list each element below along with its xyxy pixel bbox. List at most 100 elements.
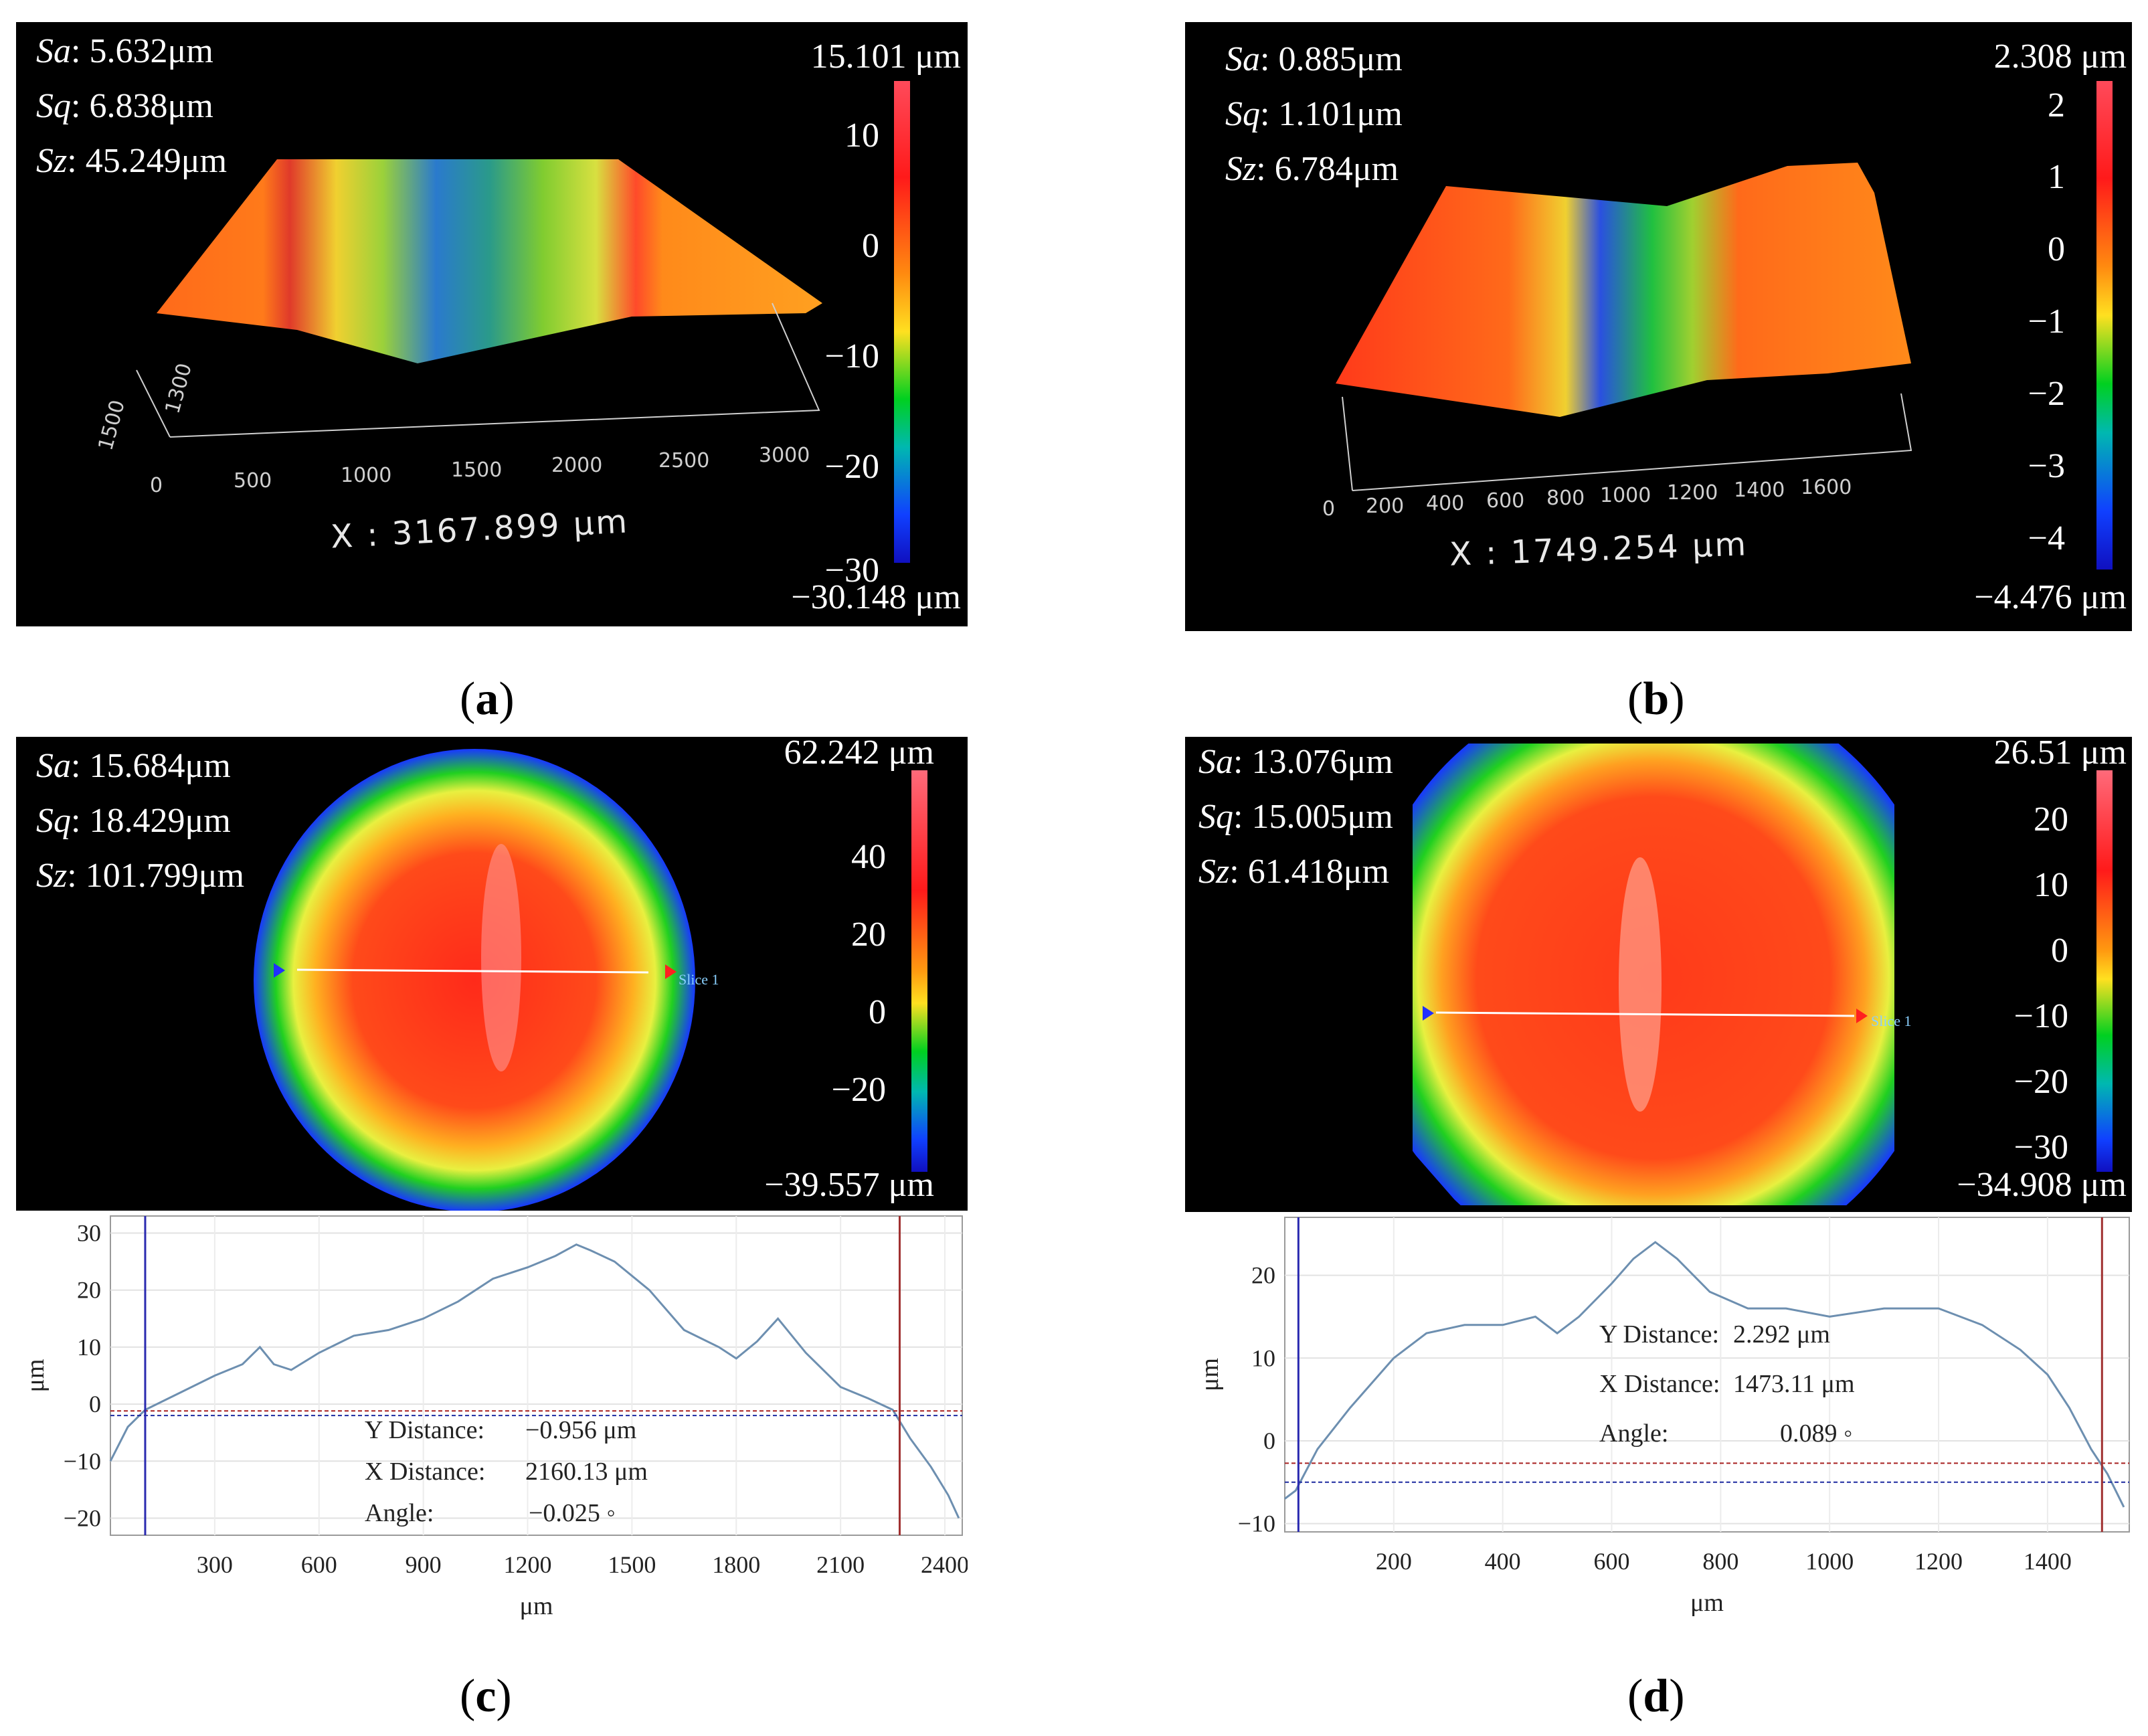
x-axis-tick: 1500 bbox=[451, 458, 503, 482]
sz-stat: Sz: 101.799μm bbox=[36, 857, 245, 895]
sa-stat: Sa: 5.632μm bbox=[36, 32, 213, 70]
sa-stat: Sa: 13.076μm bbox=[1198, 743, 1393, 781]
colorbar-tick: −20 bbox=[2013, 1063, 2068, 1101]
height-map-c-render: Slice 1 bbox=[254, 749, 719, 1211]
x-axis-tick: 600 bbox=[1486, 489, 1525, 513]
x-tick-label: 400 bbox=[1485, 1548, 1521, 1575]
x-tick-label: 600 bbox=[301, 1551, 337, 1578]
x-axis-tick: 2000 bbox=[551, 454, 603, 477]
height-map-d-render: Slice 1 bbox=[1413, 744, 1912, 1205]
colorbar-tick: 0 bbox=[2048, 230, 2065, 268]
x-tick-label: 1000 bbox=[1805, 1548, 1854, 1575]
angle-label: Angle: bbox=[365, 1499, 434, 1527]
x-axis-tick: 3000 bbox=[759, 444, 810, 467]
y-tick-label: 20 bbox=[1251, 1262, 1275, 1289]
x-axis-tick: 1600 bbox=[1801, 476, 1852, 499]
colorbar bbox=[911, 770, 927, 1172]
x-distance-label: X Distance: bbox=[1599, 1370, 1720, 1398]
x-axis-tick: 1400 bbox=[1734, 479, 1785, 502]
colorbar-tick: 10 bbox=[2034, 866, 2068, 904]
colorbar-tick: 0 bbox=[2051, 932, 2068, 970]
colorbar-tick: 20 bbox=[851, 916, 886, 954]
y-tick-label: −20 bbox=[64, 1504, 101, 1531]
colorbar-tick: −2 bbox=[2028, 375, 2065, 413]
colorbar bbox=[2096, 81, 2113, 570]
y-tick-label: −10 bbox=[1238, 1510, 1275, 1537]
y-distance-value: 2.292 μm bbox=[1733, 1320, 1830, 1349]
x-distance-value: 2160.13 μm bbox=[525, 1458, 648, 1486]
x-tick-label: 2400 bbox=[921, 1551, 968, 1578]
x-tick-label: 800 bbox=[1702, 1548, 1738, 1575]
colorbar bbox=[894, 81, 910, 563]
y-distance-label: Y Distance: bbox=[365, 1416, 484, 1444]
x-axis-tick: 0 bbox=[150, 474, 163, 497]
surface-b-render bbox=[1336, 163, 1912, 491]
angle-value: −0.025 ◦ bbox=[529, 1499, 616, 1527]
x-tick-label: 1800 bbox=[712, 1551, 760, 1578]
sz-stat: Sz: 6.784μm bbox=[1225, 150, 1399, 188]
x-axis-label: μm bbox=[520, 1592, 553, 1620]
caption-a: (a) bbox=[460, 673, 515, 725]
caption-b: (b) bbox=[1627, 673, 1685, 725]
y-distance-value: −0.956 μm bbox=[525, 1416, 636, 1444]
sq-stat: Sq: 1.101μm bbox=[1225, 95, 1403, 133]
angle-value: 0.089 ◦ bbox=[1780, 1419, 1852, 1448]
x-axis-tick: 2500 bbox=[658, 449, 710, 472]
colorbar-tick: 20 bbox=[2034, 800, 2068, 839]
colorbar-tick: −1 bbox=[2028, 302, 2065, 341]
x-tick-label: 200 bbox=[1376, 1548, 1412, 1575]
x-axis-tick: 1000 bbox=[1600, 484, 1651, 507]
colorbar-tick: 0 bbox=[869, 993, 886, 1031]
colorbar-tick: 10 bbox=[844, 116, 879, 155]
panel-d-height-map: Slice 1 Sa: 13.076μm Sq: 15.005μm Sz: 61… bbox=[1185, 737, 2132, 1212]
x-tick-label: 300 bbox=[197, 1551, 233, 1578]
profile-plot-d-svg: −10 0 10 20 200 400 600 800 1000 1200 1400 μm μm Y Di… bbox=[1196, 1217, 2130, 1617]
colorbar-tick: −30 bbox=[824, 551, 879, 590]
colorbar-tick: 40 bbox=[851, 838, 886, 876]
sz-stat: Sz: 61.418μm bbox=[1198, 853, 1390, 891]
x-tick-label: 1400 bbox=[2024, 1548, 2072, 1575]
x-tick-label: 1200 bbox=[1914, 1548, 1963, 1575]
colorbar-tick: −20 bbox=[824, 448, 879, 486]
colorbar-tick: −10 bbox=[824, 337, 879, 375]
x-distance-label: X Distance: bbox=[365, 1458, 485, 1486]
colorbar-min-label: −30.148 μm bbox=[791, 578, 961, 616]
y-tick-label: 30 bbox=[77, 1220, 101, 1247]
x-axis-tick: 1200 bbox=[1667, 481, 1718, 505]
caption-d: (d) bbox=[1627, 1670, 1685, 1722]
x-tick-label: 600 bbox=[1594, 1548, 1630, 1575]
y-tick-label: 0 bbox=[89, 1391, 101, 1417]
panel-b-3d-surface: Sa: 0.885μm Sq: 1.101μm Sz: 6.784μm 2.30… bbox=[1185, 22, 2132, 631]
y-tick-label: 10 bbox=[1251, 1344, 1275, 1371]
plot-frame bbox=[1284, 1217, 2130, 1533]
x-tick-label: 2100 bbox=[816, 1551, 865, 1578]
profile-series-line bbox=[1284, 1241, 2125, 1508]
y-tick-label: 20 bbox=[77, 1277, 101, 1304]
colorbar-tick: 0 bbox=[862, 227, 879, 265]
x-axis-label: μm bbox=[1690, 1589, 1724, 1617]
sa-stat: Sa: 0.885μm bbox=[1225, 40, 1403, 78]
y-tick-label: 10 bbox=[77, 1334, 101, 1361]
sq-stat: Sq: 18.429μm bbox=[36, 802, 231, 840]
slice-label: Slice 1 bbox=[679, 971, 719, 988]
colorbar-max-label: 26.51 μm bbox=[1993, 737, 2127, 772]
profile-plot-d: −10 0 10 20 200 400 600 800 1000 1200 1400 μm μm Y Di… bbox=[1171, 1212, 2135, 1634]
x-tick-label: 1500 bbox=[608, 1551, 656, 1578]
colorbar-tick: −10 bbox=[2013, 997, 2068, 1035]
x-axis-tick: 0 bbox=[1322, 497, 1336, 521]
angle-label: Angle: bbox=[1599, 1419, 1668, 1448]
y-distance-label: Y Distance: bbox=[1599, 1320, 1719, 1349]
colorbar-max-label: 2.308 μm bbox=[1993, 37, 2127, 76]
panel-a-3d-surface: Sa: 5.632μm Sq: 6.838μm Sz: 45.249μm 15.… bbox=[16, 22, 968, 626]
y-axis-label: μm bbox=[21, 1359, 50, 1393]
colorbar-min-label: −34.908 μm bbox=[1957, 1166, 2127, 1204]
x-axis-tick: 200 bbox=[1366, 495, 1405, 518]
colorbar-min-label: −4.476 μm bbox=[1974, 578, 2127, 616]
profile-series-line bbox=[109, 1243, 960, 1519]
colorbar-tick: −20 bbox=[831, 1071, 886, 1109]
colorbar-tick: −4 bbox=[2028, 519, 2065, 557]
slice-label: Slice 1 bbox=[1871, 1013, 1912, 1029]
colorbar-tick: −3 bbox=[2028, 447, 2065, 485]
sq-stat: Sq: 15.005μm bbox=[1198, 798, 1393, 836]
profile-plot-c-svg: −20 −10 0 10 20 30 300 600 900 1200 1500 1800 2100 24… bbox=[21, 1215, 968, 1620]
